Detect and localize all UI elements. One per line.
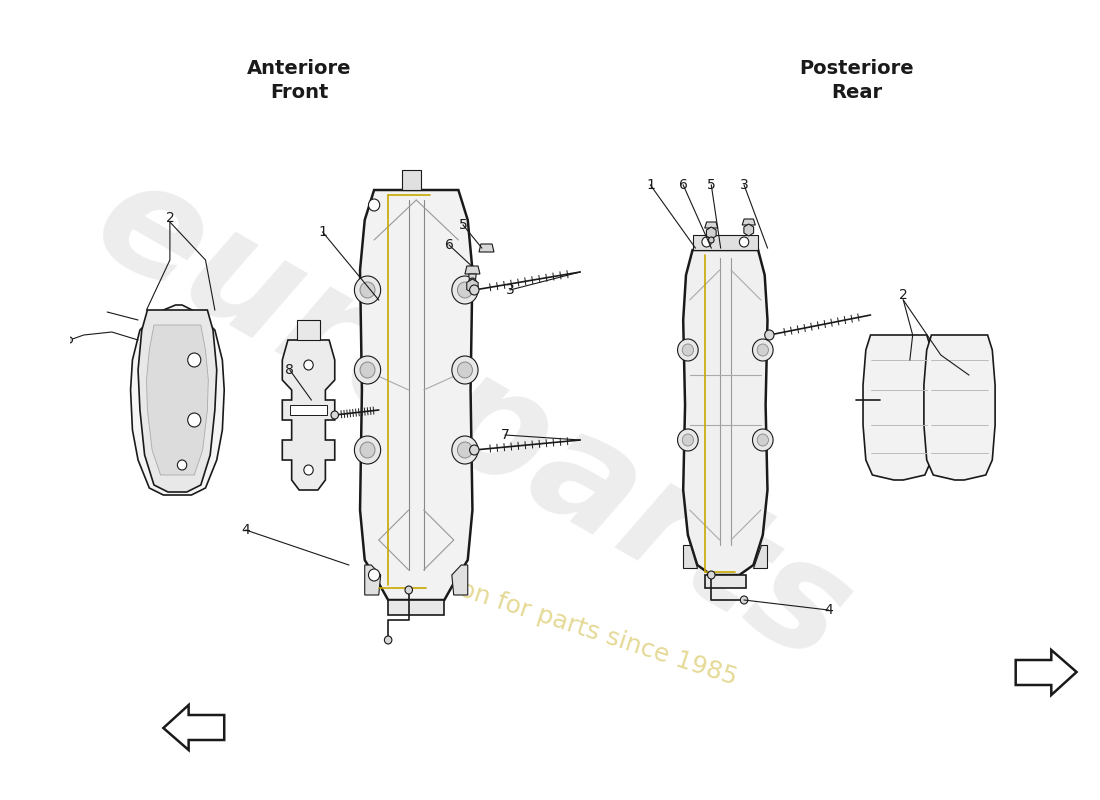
Circle shape — [368, 569, 379, 581]
Circle shape — [67, 337, 73, 343]
Circle shape — [188, 353, 201, 367]
Polygon shape — [924, 335, 996, 480]
Polygon shape — [706, 227, 716, 239]
Polygon shape — [705, 222, 718, 228]
Circle shape — [331, 411, 339, 419]
Text: 1: 1 — [318, 225, 327, 239]
Polygon shape — [365, 565, 381, 595]
Circle shape — [354, 276, 381, 304]
Text: 4: 4 — [824, 603, 833, 617]
Circle shape — [702, 237, 712, 247]
Circle shape — [304, 360, 313, 370]
Circle shape — [470, 285, 478, 295]
Circle shape — [678, 429, 698, 451]
Polygon shape — [297, 320, 320, 340]
Polygon shape — [465, 266, 480, 274]
Text: 6: 6 — [679, 178, 688, 192]
Polygon shape — [754, 545, 768, 568]
Polygon shape — [693, 235, 758, 250]
Polygon shape — [469, 274, 476, 282]
Circle shape — [458, 362, 472, 378]
Circle shape — [304, 465, 313, 475]
Circle shape — [752, 339, 773, 361]
Polygon shape — [452, 565, 468, 595]
Text: 5: 5 — [459, 218, 468, 232]
Polygon shape — [131, 305, 224, 495]
Polygon shape — [283, 340, 334, 490]
Circle shape — [707, 571, 715, 579]
Text: 3: 3 — [739, 178, 748, 192]
Text: 6: 6 — [444, 238, 453, 252]
Circle shape — [469, 278, 476, 286]
Circle shape — [458, 282, 472, 298]
Text: Anteriore: Anteriore — [246, 58, 351, 78]
Polygon shape — [139, 310, 217, 492]
Circle shape — [708, 237, 714, 243]
Polygon shape — [466, 279, 478, 293]
Circle shape — [452, 276, 478, 304]
Circle shape — [682, 344, 693, 356]
Circle shape — [405, 586, 412, 594]
Circle shape — [682, 434, 693, 446]
Circle shape — [360, 282, 375, 298]
Circle shape — [470, 445, 478, 455]
Text: 5: 5 — [707, 178, 716, 192]
Text: Front: Front — [270, 82, 328, 102]
Circle shape — [452, 436, 478, 464]
Polygon shape — [146, 325, 208, 475]
Circle shape — [188, 413, 201, 427]
Circle shape — [678, 339, 698, 361]
Circle shape — [177, 460, 187, 470]
Circle shape — [757, 434, 769, 446]
Circle shape — [458, 442, 472, 458]
Polygon shape — [742, 219, 756, 225]
Circle shape — [752, 429, 773, 451]
Circle shape — [739, 237, 749, 247]
Circle shape — [764, 330, 774, 340]
Polygon shape — [683, 545, 697, 568]
Circle shape — [354, 356, 381, 384]
Polygon shape — [683, 250, 768, 575]
Circle shape — [757, 344, 769, 356]
Text: a passion for parts since 1985: a passion for parts since 1985 — [373, 550, 740, 690]
Text: 8: 8 — [285, 363, 294, 377]
Text: 2: 2 — [899, 288, 907, 302]
Text: europarts: europarts — [69, 144, 876, 696]
Polygon shape — [403, 170, 421, 190]
Polygon shape — [864, 335, 934, 480]
Text: 1: 1 — [646, 178, 654, 192]
Text: 4: 4 — [241, 523, 250, 537]
Text: 2: 2 — [165, 211, 174, 225]
Polygon shape — [705, 575, 746, 588]
Circle shape — [452, 356, 478, 384]
Polygon shape — [478, 244, 494, 252]
Circle shape — [360, 362, 375, 378]
Text: 7: 7 — [500, 428, 509, 442]
Text: Posteriore: Posteriore — [800, 58, 914, 78]
Polygon shape — [360, 190, 472, 600]
Circle shape — [368, 199, 379, 211]
Text: 3: 3 — [506, 283, 515, 297]
Polygon shape — [289, 405, 328, 415]
Circle shape — [354, 436, 381, 464]
Polygon shape — [388, 600, 444, 615]
Polygon shape — [744, 224, 754, 236]
Circle shape — [740, 596, 748, 604]
Text: Rear: Rear — [830, 82, 882, 102]
Circle shape — [360, 442, 375, 458]
Circle shape — [384, 636, 392, 644]
